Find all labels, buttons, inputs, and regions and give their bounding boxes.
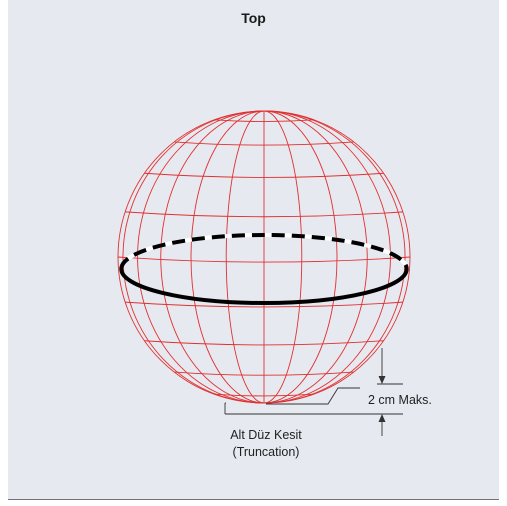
max-depth-label: 2 cm Maks. [368,393,432,407]
truncation-annotation [224,348,403,436]
parallel-line [144,340,384,346]
parallel-line [117,256,411,263]
parallel-line [174,371,354,376]
parallel-line [144,172,384,178]
parallel-line [125,301,403,308]
parallel-line [174,141,354,146]
truncation-label-line2: (Truncation) [233,445,300,459]
parallel-lines [117,119,411,397]
dimension-arrowhead-down [378,376,386,384]
parallel-line [125,211,403,218]
girdle-front-solid [119,268,409,305]
meridian-lines [122,110,406,404]
girdle-belt [119,233,409,305]
girdle-back-dashed [119,233,409,270]
parallel-line [214,119,314,122]
diagram-title: Top [241,10,266,26]
truncation-label-line1: Alt Düz Kesit [230,428,302,442]
diagram-panel [8,0,499,500]
max-depth-leader [266,387,360,405]
sphere-wireframe [117,110,411,404]
dimension-arrowhead-up [378,414,386,422]
parallel-line [214,393,314,397]
